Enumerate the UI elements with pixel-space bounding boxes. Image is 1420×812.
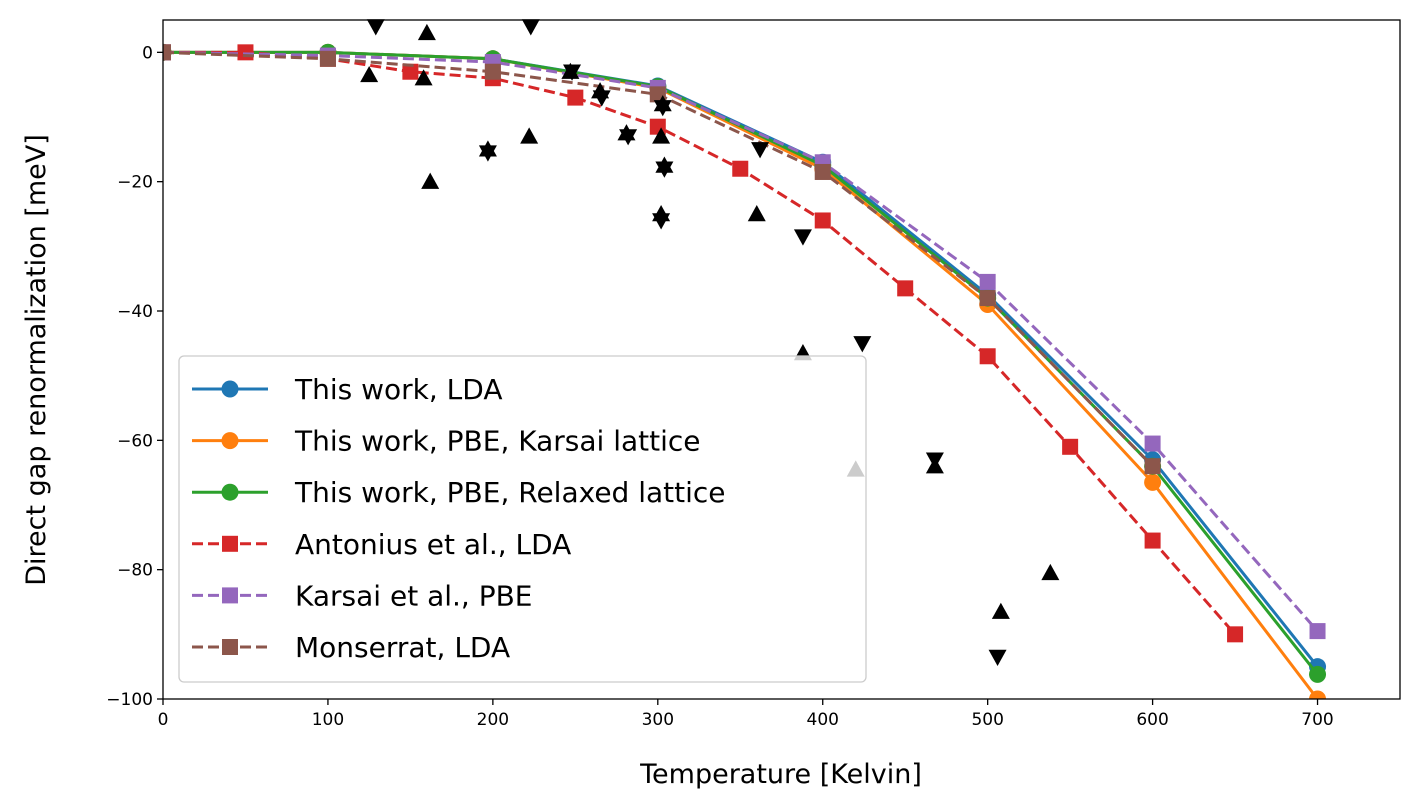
series-5 [163, 44, 1161, 475]
plot-area [162, 19, 1401, 700]
y-tick-label-5: −100 [106, 690, 153, 710]
scatter-point-0-5 [520, 127, 539, 144]
x-tick-label-3: 300 [642, 710, 674, 730]
series-point-5-0 [163, 44, 171, 61]
scatter-point-1-12 [925, 452, 944, 469]
scatter-point-1-10 [793, 229, 812, 246]
legend-entry-3: Antonius et al., LDA [192, 528, 571, 561]
scatter-point-1-3 [563, 64, 582, 81]
legend-marker-4 [222, 587, 238, 604]
scatter-point-1-6 [652, 213, 671, 230]
scatter-point-0-3 [421, 172, 440, 189]
series-point-3-1 [237, 44, 254, 61]
legend-entry-1: This work, PBE, Karsai lattice [192, 425, 701, 458]
scatter-point-0-9 [652, 127, 671, 144]
legend-label-2: This work, PBE, Relaxed lattice [294, 476, 726, 509]
scatter-layer [360, 19, 1060, 666]
scatter-point-1-13 [988, 649, 1007, 666]
series-point-5-4 [814, 163, 831, 180]
series-point-1-6 [1144, 473, 1162, 491]
legend-label-3: Antonius et al., LDA [295, 528, 571, 561]
series-point-3-5 [567, 89, 584, 106]
series-point-4-5 [979, 273, 996, 290]
x-tick-label-7: 700 [1301, 710, 1333, 730]
series-point-3-12 [1144, 532, 1161, 549]
legend-entry-2: This work, PBE, Relaxed lattice [192, 476, 726, 509]
legend-marker-2 [221, 483, 239, 501]
scatter-point-0-2 [417, 23, 436, 41]
scatter-point-1-5 [619, 129, 638, 146]
legend-box [178, 355, 867, 683]
series-line-2 [163, 50, 1319, 676]
scatter-point-1-8 [655, 161, 674, 178]
x-axis-label: Temperature [Kelvin] [639, 759, 922, 790]
scatter-point-1-1 [478, 145, 497, 162]
scatter-point-0-13 [747, 205, 766, 222]
y-tick-label-2: −40 [117, 302, 153, 322]
x-tick-label-0: 0 [158, 710, 169, 730]
series-point-3-8 [814, 212, 831, 229]
scatter-point-1-2 [521, 19, 540, 36]
series-point-5-6 [1144, 458, 1161, 475]
series-point-5-1 [319, 50, 336, 67]
scatter-point-1-9 [751, 142, 770, 159]
series-point-4-7 [1309, 623, 1326, 640]
y-tick-label-1: −20 [117, 173, 153, 193]
legend-label-1: This work, PBE, Karsai lattice [294, 425, 701, 458]
legend: This work, LDA This work, PBE, Karsai lat… [178, 355, 867, 683]
scatter-point-0-0 [360, 65, 379, 83]
legend-entry-0: This work, LDA [192, 373, 503, 406]
scatter-point-1-0 [366, 19, 385, 36]
x-tick-label-2: 200 [477, 710, 509, 730]
series-point-3-7 [732, 160, 749, 177]
scatter-point-0-16 [1041, 563, 1060, 581]
x-tick-label-5: 500 [971, 710, 1003, 730]
series-point-3-10 [979, 348, 996, 365]
series-point-5-5 [979, 290, 996, 307]
series-point-5-2 [484, 63, 501, 80]
legend-marker-0 [221, 380, 239, 398]
series-line-4 [163, 50, 1319, 633]
x-tick-label-1: 100 [312, 710, 344, 730]
x-tick-label-4: 400 [807, 710, 839, 730]
legend-label-5: Monserrat, LDA [295, 631, 510, 664]
legend-label-4: Karsai et al., PBE [295, 579, 533, 612]
x-axis: 0 100 200 300 400 500 600 700 [158, 699, 1334, 730]
series-point-3-3 [402, 63, 419, 80]
legend-marker-3 [222, 535, 238, 552]
series-layer [163, 43, 1327, 699]
legend-label-0: This work, LDA [294, 373, 503, 406]
scatter-point-0-1 [414, 69, 433, 86]
legend-marker-5 [222, 639, 238, 655]
y-axis: 0 −20 −40 −60 −80 −100 [106, 43, 163, 710]
scatter-point-1-7 [653, 100, 672, 117]
legend-entry-4: Karsai et al., PBE [192, 579, 533, 612]
series-point-2-7 [1309, 665, 1327, 683]
y-tick-label-0: 0 [142, 43, 153, 63]
legend-entry-5: Monserrat, LDA [192, 631, 510, 664]
y-tick-label-4: −80 [117, 561, 153, 581]
y-tick-label-3: −60 [117, 431, 153, 451]
scatter-series-1 [366, 19, 1007, 666]
series-point-1-7 [1309, 690, 1327, 699]
x-tick-label-6: 600 [1136, 710, 1168, 730]
series-point-3-13 [1227, 626, 1244, 643]
legend-marker-1 [221, 432, 239, 450]
series-point-3-11 [1062, 438, 1079, 455]
scatter-point-1-11 [853, 336, 872, 353]
y-axis-label: Direct gap renormalization [meV] [21, 134, 52, 586]
scatter-point-1-4 [592, 90, 611, 107]
series-point-3-9 [897, 280, 914, 297]
scatter-point-0-15 [991, 602, 1010, 619]
series-point-4-6 [1144, 435, 1161, 452]
plot-frame [162, 19, 1401, 700]
